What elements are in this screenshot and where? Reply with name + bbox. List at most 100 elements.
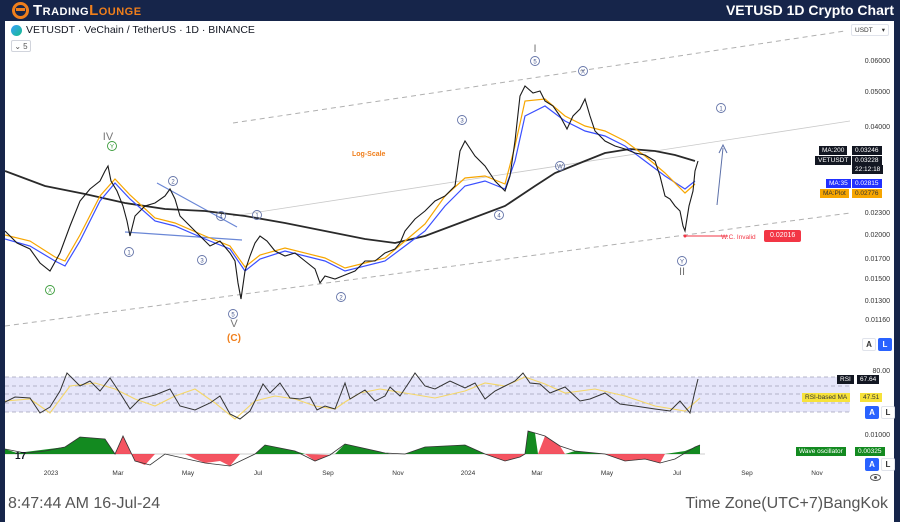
chevron-down-icon: ⌄	[14, 41, 22, 51]
rsi-tag-value: 67.64	[857, 375, 880, 384]
currency-select[interactable]: USDT ▾	[851, 24, 889, 36]
rsi-auto-scale-button[interactable]: A	[865, 406, 879, 419]
ma200-tag-label: MA:200	[819, 146, 848, 155]
wave-log-scale-button[interactable]: L	[881, 458, 895, 471]
svg-text:Y: Y	[110, 145, 114, 151]
svg-text:I: I	[533, 43, 536, 55]
svg-text:IV: IV	[103, 131, 114, 143]
time-label: Sep	[322, 470, 334, 477]
price-line	[5, 85, 699, 300]
chart-panel: Y X 1 2 3 4 5 1 2 3 4 5 X W Y 1 IV V I	[5, 21, 895, 491]
eye-icon[interactable]	[870, 474, 881, 481]
log-scale-label: Log-Scale	[352, 151, 386, 158]
symbol-description: VETUSDT · VeChain / TetherUS · 1D · BINA…	[26, 24, 255, 36]
svg-text:2: 2	[339, 296, 343, 302]
symbol-info[interactable]: VETUSDT · VeChain / TetherUS · 1D · BINA…	[11, 24, 255, 36]
chevron-down-icon: ▾	[881, 27, 885, 34]
svg-text:5: 5	[231, 313, 235, 319]
price-label: 0.05000	[864, 89, 890, 96]
price-chart-canvas[interactable]: Y X 1 2 3 4 5 1 2 3 4 5 X W Y 1 IV V I	[5, 21, 850, 470]
price-label: 0.01700	[864, 256, 890, 263]
svg-text:5: 5	[533, 60, 537, 66]
rsi-log-scale-button[interactable]: L	[881, 406, 895, 419]
rsi-band	[5, 377, 850, 412]
wave-circle-labels: Y X 1 2 3 4 5 1 2 3 4 5 X W Y 1	[48, 60, 723, 319]
ma35-tag-label: MA:35	[826, 179, 851, 188]
rsi-tag-label: RSI	[837, 375, 854, 384]
wc-invalid-price-tag: 0.02016	[764, 230, 802, 242]
svg-text:4: 4	[497, 214, 501, 220]
indicator-count: 5	[23, 41, 28, 51]
header-bar: Trading Lounge VETUSD 1D Crypto Chart	[0, 0, 900, 21]
wedge-lower-line	[124, 231, 243, 241]
svg-text:3: 3	[460, 119, 464, 125]
rsi-ma-tag-label: RSI-based MA	[802, 393, 851, 402]
bar-countdown: 22:12:18	[852, 165, 884, 174]
rsi-label: 80.00	[872, 368, 890, 375]
svg-text:Y: Y	[680, 260, 684, 266]
time-label: Mar	[112, 470, 124, 477]
time-label: Nov	[392, 470, 404, 477]
logo-text-trading: Trading	[33, 2, 90, 19]
time-label: May	[181, 470, 195, 477]
wave-osc-line	[5, 430, 701, 467]
wave-osc-tag-label: Wave oscillator	[796, 447, 846, 456]
time-label: May	[600, 470, 614, 477]
svg-text:X: X	[581, 70, 585, 76]
wave-circles	[45, 56, 726, 319]
indicators-collapse-button[interactable]: ⌄ 5	[11, 40, 31, 52]
svg-text:II: II	[679, 266, 685, 278]
wave-osc-red	[115, 436, 665, 466]
log-scale-button[interactable]: L	[878, 338, 892, 351]
time-label: Nov	[811, 470, 823, 477]
currency-select-value: USDT	[855, 26, 873, 34]
time-label: 2024	[460, 470, 476, 477]
time-axis[interactable]: 2023 Mar May Jul Sep Nov 2024 Mar May Ju…	[5, 470, 894, 482]
footer-timezone: Time Zone(UTC+7)BangKok	[685, 495, 888, 512]
rsi-ma-tag-value: 47.51	[860, 393, 883, 402]
time-label: Mar	[531, 470, 543, 477]
wave-osc-tag-value: 0.00325	[855, 447, 885, 456]
channel-mid-line	[232, 120, 850, 217]
channel-lower-line	[5, 212, 850, 327]
footer-bar: 8:47:44 AM 16-Jul-24 Time Zone(UTC+7)Ban…	[5, 491, 894, 522]
svg-text:1: 1	[127, 251, 131, 257]
ma35-tag-value: 0.02815	[852, 179, 882, 188]
price-label: 0.01500	[864, 276, 890, 283]
wave-osc-green	[5, 431, 700, 454]
price-label: 0.02000	[864, 232, 890, 239]
svg-text:V: V	[230, 318, 238, 330]
time-label: Jul	[672, 470, 682, 477]
time-label: Sep	[741, 470, 753, 477]
maplot-tag-value: 0.02776	[852, 189, 882, 198]
wc-invalid-label: W.C. Invalid	[721, 234, 756, 241]
logo-mark-icon	[12, 2, 29, 19]
wave-auto-scale-button[interactable]: A	[865, 458, 879, 471]
time-label: 2023	[43, 470, 59, 477]
wave-c-label: (C)	[227, 333, 241, 344]
svg-text:2: 2	[171, 180, 175, 186]
price-label: 0.04000	[864, 124, 890, 131]
logo-text-lounge: Lounge	[89, 2, 142, 19]
svg-text:1: 1	[255, 214, 259, 220]
auto-scale-button[interactable]: A	[862, 338, 876, 351]
tradinglounge-logo: Trading Lounge	[12, 1, 142, 20]
ma200-line	[5, 148, 696, 244]
price-label: 0.01160	[865, 317, 890, 324]
rsi-line	[5, 372, 699, 420]
svg-text:4: 4	[219, 215, 223, 221]
tradingview-logo: 17	[15, 451, 27, 462]
price-label: 0.06000	[864, 58, 890, 65]
wave-degree-labels: IV V I II	[103, 43, 685, 330]
ma200-tag-value: 0.03246	[852, 146, 882, 155]
svg-text:3: 3	[200, 259, 204, 265]
time-label: Jul	[253, 470, 263, 477]
price-label: 0.02300	[864, 210, 890, 217]
page-title: VETUSD 1D Crypto Chart	[725, 2, 894, 18]
symbol-tag-label: VETUSDT	[815, 156, 852, 165]
price-axis[interactable]: 0.06000 0.05000 0.04000 0.02300 0.02000 …	[850, 21, 894, 491]
footer-timestamp: 8:47:44 AM 16-Jul-24	[8, 495, 161, 512]
projection-arrow	[716, 147, 724, 206]
svg-text:W: W	[557, 165, 563, 171]
